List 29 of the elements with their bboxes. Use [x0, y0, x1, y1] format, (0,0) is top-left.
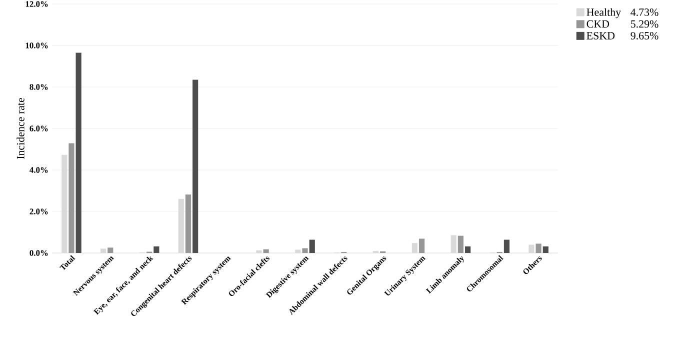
- legend-label: Healthy: [586, 8, 622, 18]
- y-tick-label: 2.0%: [30, 208, 48, 214]
- legend-label: CKD: [586, 20, 610, 28]
- y-tick-label: 8.0%: [30, 84, 48, 90]
- bar: [536, 244, 542, 253]
- bar: [263, 249, 269, 253]
- text: 4.73%: [630, 8, 658, 16]
- text: 9.65%: [630, 32, 658, 40]
- bar: [504, 240, 510, 253]
- bar: [302, 248, 308, 253]
- y-tick-label: 4.0%: [30, 167, 48, 173]
- y-tick-label: 0.0%: [30, 250, 48, 256]
- bar: [76, 52, 82, 253]
- bar: [542, 246, 548, 253]
- bar: [464, 246, 471, 253]
- bar: [458, 236, 464, 253]
- legend-label: ESKD: [586, 32, 615, 40]
- text: 5.29%: [631, 20, 658, 28]
- bar: [418, 238, 425, 253]
- bar: [108, 248, 114, 253]
- y-tick-label: 10.0%: [26, 42, 48, 48]
- y-axis-title: Incidence rate: [16, 98, 24, 159]
- y-tick-label: 6.0%: [30, 126, 48, 132]
- bar: [309, 240, 315, 253]
- bar: [192, 80, 198, 253]
- y-tick-label: 12.0%: [26, 1, 48, 7]
- bar: [185, 194, 192, 253]
- bar: [68, 143, 74, 253]
- bar: [154, 246, 160, 253]
